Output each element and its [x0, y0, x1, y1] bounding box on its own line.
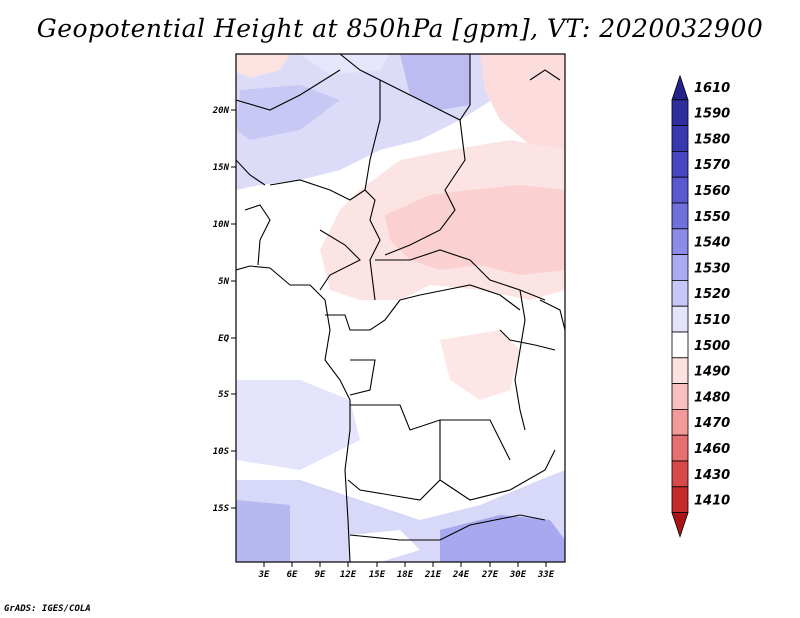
- lon-tick-label: 9E: [315, 570, 326, 580]
- lat-tick-label: 20N: [212, 106, 230, 116]
- lon-tick-label: 27E: [481, 570, 499, 580]
- colorbar-box: [671, 74, 689, 101]
- colorbar-label: 1480: [694, 390, 730, 405]
- colorbar: 1610 1590 1580 1570 1560 1550 1540 1530 1520 1510…: [671, 74, 730, 538]
- colorbar-label: 1520: [694, 287, 730, 302]
- colorbar-label: 1560: [694, 184, 730, 199]
- colorbar-label: 1540: [694, 236, 730, 251]
- colorbar-label: 1590: [694, 107, 730, 122]
- colorbar-box: [671, 305, 689, 333]
- lon-tick-label: 30E: [509, 570, 527, 580]
- colorbar-label: 1490: [694, 365, 730, 380]
- field-region-1520: [236, 54, 565, 190]
- colorbar-box: [671, 460, 689, 488]
- lat-tick-label: 10N: [213, 220, 230, 230]
- colorbar-box: [671, 434, 689, 462]
- credit-text: GrADS: IGES/COLA: [4, 604, 91, 614]
- colorbar-box: [671, 331, 689, 359]
- colorbar-label: 1570: [694, 158, 730, 173]
- country-borders: [236, 54, 565, 562]
- lon-tick-label: 12E: [340, 570, 357, 580]
- colorbar-label: 1510: [694, 313, 730, 328]
- colorbar-box: [671, 99, 689, 127]
- colorbar-label: 1460: [694, 442, 730, 457]
- lon-tick-label: 6E: [287, 570, 298, 580]
- colorbar-box: [671, 486, 689, 513]
- colorbar-box: [671, 254, 689, 281]
- lat-tick-label: 5S: [218, 390, 229, 400]
- lat-tick-label: 10S: [213, 447, 230, 457]
- lon-tick-label: 18E: [397, 570, 414, 580]
- colorbar-box: [671, 125, 689, 152]
- field-region-1530a: [236, 85, 340, 140]
- field-region-1540: [440, 515, 565, 562]
- field-region-1490: [385, 185, 565, 275]
- map-frame: [235, 53, 566, 563]
- colorbar-box: [671, 279, 689, 307]
- colorbar-label: 1500: [694, 339, 730, 354]
- colorbar-box: [671, 512, 689, 538]
- lon-tick-label: 33E: [537, 570, 555, 580]
- field-region-1530c: [236, 500, 290, 562]
- lon-tick-label: 3E: [258, 570, 270, 580]
- colorbar-box: [671, 408, 689, 436]
- colorbar-label: 1550: [694, 210, 730, 225]
- chart-title: Geopotential Height at 850hPa [gpm], VT:…: [36, 14, 764, 43]
- field-region-1500b: [480, 54, 565, 150]
- colorbar-box: [671, 176, 689, 204]
- colorbar-label: 1470: [694, 416, 730, 431]
- colorbar-label: 1610: [694, 81, 730, 96]
- lat-axis: 20N 15N 10N 5N EQ 5S 10S 15S: [212, 106, 236, 514]
- colorbar-box: [671, 150, 689, 178]
- lon-tick-label: 21E: [424, 570, 442, 580]
- field-region-1510a: [300, 54, 390, 75]
- colorbar-label: 1410: [694, 494, 730, 509]
- lat-tick-label: EQ: [218, 334, 229, 344]
- colorbar-box: [671, 228, 689, 256]
- height-field: [236, 54, 565, 562]
- colorbar-label: 1530: [694, 261, 730, 276]
- lon-tick-label: 15E: [369, 570, 386, 580]
- field-region-1510b: [350, 530, 420, 562]
- field-region-1500a: [236, 54, 290, 78]
- colorbar-box: [671, 202, 689, 230]
- colorbar-box: [671, 357, 689, 384]
- field-region-1520b: [236, 380, 360, 470]
- lat-tick-label: 5N: [218, 277, 229, 287]
- colorbar-label: 1580: [694, 132, 730, 147]
- lon-axis: 3E 6E 9E 12E 15E 18E 21E 24E 27E 30E 33E: [258, 562, 555, 580]
- colorbar-box: [671, 383, 689, 410]
- lat-tick-label: 15N: [213, 163, 230, 173]
- field-region-1530b: [400, 54, 470, 110]
- colorbar-label: 1430: [694, 468, 730, 483]
- lon-tick-label: 24E: [452, 570, 470, 580]
- field-region-1500d: [440, 330, 520, 400]
- lat-tick-label: 15S: [213, 504, 230, 514]
